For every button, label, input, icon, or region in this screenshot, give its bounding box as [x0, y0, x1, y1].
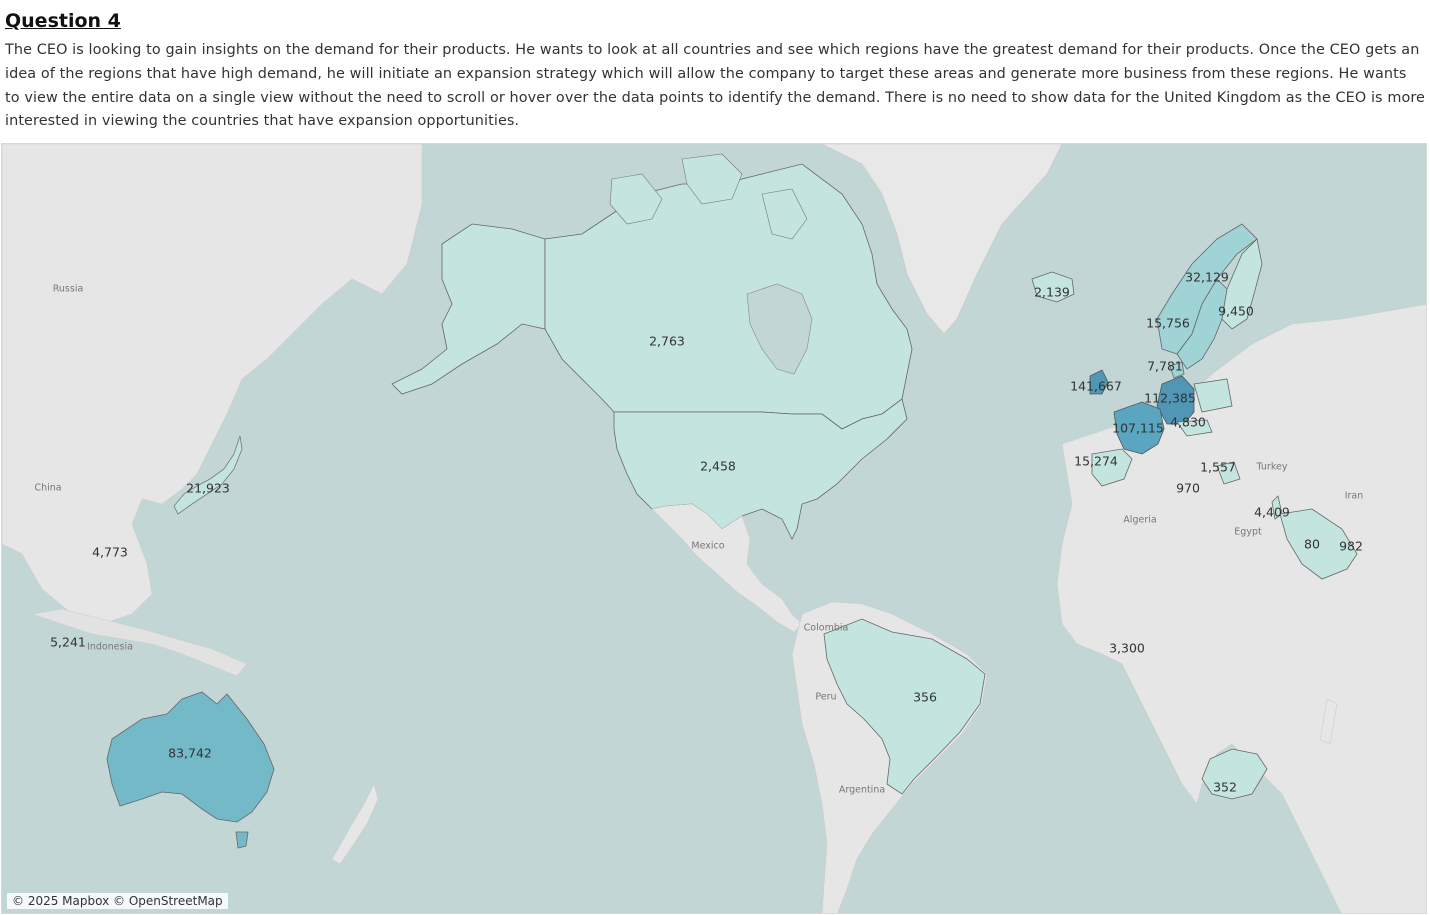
- value-label-finland: 9,450: [1218, 303, 1254, 319]
- alaska-shape: [391, 223, 546, 395]
- question-title: Question 4: [5, 10, 121, 32]
- place-label-russia: Russia: [52, 283, 84, 295]
- value-label-indonesia-area: 5,241: [50, 634, 86, 650]
- value-label-nigeria: 3,300: [1109, 640, 1145, 656]
- value-label-ireland: 141,667: [1070, 378, 1122, 394]
- australia-shape: [106, 691, 275, 823]
- value-label-israel: 4,409: [1254, 504, 1290, 520]
- value-label-greece: 1,557: [1200, 459, 1236, 475]
- value-label-south-africa: 352: [1213, 779, 1237, 795]
- canada-shape: [544, 163, 913, 430]
- value-label-uae: 982: [1339, 538, 1363, 554]
- tasmania-shape: [235, 831, 249, 849]
- value-label-japan: 21,923: [186, 480, 230, 496]
- place-label-china: China: [34, 482, 62, 494]
- question-description: The CEO is looking to gain insights on t…: [5, 42, 1426, 130]
- value-label-germany: 112,385: [1144, 390, 1196, 406]
- new-zealand-shape: [331, 783, 379, 865]
- brazil-shape: [823, 618, 986, 795]
- denmark-shape: [1169, 361, 1185, 379]
- map-canvas: [2, 144, 1426, 913]
- place-label-mexico: Mexico: [691, 540, 725, 552]
- iceland-shape: [1031, 271, 1075, 303]
- place-label-algeria: Algeria: [1123, 514, 1157, 526]
- finland-shape: [1221, 238, 1263, 330]
- europe-africa-shape: [1056, 304, 1426, 913]
- place-label-turkey: Turkey: [1256, 461, 1288, 473]
- value-label-sweden: 15,756: [1146, 315, 1190, 331]
- value-label-france: 107,115: [1112, 420, 1164, 436]
- value-label-singapore: 4,773: [92, 544, 128, 560]
- south-africa-shape: [1201, 748, 1268, 800]
- map-attribution[interactable]: © 2025 Mapbox © OpenStreetMap: [7, 893, 228, 909]
- spain-shape: [1091, 448, 1133, 487]
- value-label-malta: 970: [1176, 480, 1200, 496]
- value-label-iceland: 2,139: [1034, 284, 1070, 300]
- demand-map[interactable]: Russia China Indonesia Mexico Colombia P…: [1, 143, 1427, 914]
- greece-shape: [1216, 461, 1241, 485]
- indonesia-shape: [31, 608, 248, 677]
- value-label-australia: 83,742: [168, 745, 212, 761]
- place-label-egypt: Egypt: [1234, 526, 1262, 538]
- madagascar-shape: [1319, 698, 1338, 745]
- france-shape: [1113, 401, 1165, 455]
- value-label-denmark: 7,781: [1147, 358, 1183, 374]
- arctic-islands-shape: [609, 153, 808, 240]
- place-label-argentina: Argentina: [838, 784, 886, 796]
- japan-shape: [173, 435, 243, 515]
- mexico-shape: [651, 503, 803, 633]
- value-label-spain: 15,274: [1074, 453, 1118, 469]
- eurasia-shape: [2, 144, 423, 625]
- poland-shape: [1193, 378, 1233, 413]
- value-label-saudi-arabia: 80: [1304, 536, 1320, 552]
- question-header: Question 4 The CEO is looking to gain in…: [5, 8, 1425, 134]
- value-label-norway: 32,129: [1185, 269, 1229, 285]
- usa-shape: [613, 398, 908, 540]
- place-label-colombia: Colombia: [803, 622, 849, 634]
- place-label-iran: Iran: [1344, 490, 1364, 502]
- place-label-indonesia: Indonesia: [87, 641, 133, 653]
- place-label-peru: Peru: [815, 691, 837, 703]
- saudi-arabia-shape: [1279, 508, 1358, 580]
- value-label-canada: 2,763: [649, 333, 685, 349]
- ireland-shape: [1089, 369, 1109, 395]
- value-label-brazil: 356: [913, 689, 937, 705]
- greenland-shape: [821, 144, 1063, 335]
- value-label-usa: 2,458: [700, 458, 736, 474]
- austria-shape: [1176, 419, 1213, 437]
- value-label-austria: 4,830: [1170, 414, 1206, 430]
- hudson-bay-shape: [746, 283, 813, 375]
